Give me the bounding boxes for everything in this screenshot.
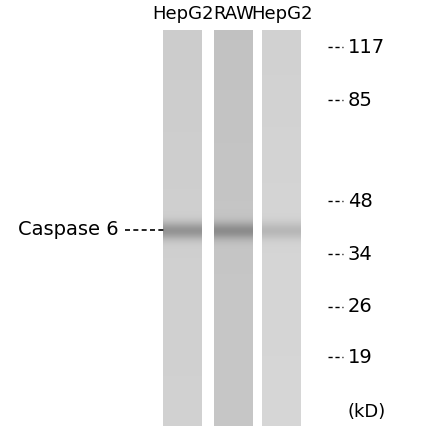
Text: 34: 34: [348, 244, 372, 264]
Text: HepG2: HepG2: [152, 5, 213, 23]
Text: RAW: RAW: [213, 5, 253, 23]
Text: 26: 26: [348, 297, 372, 316]
Text: 19: 19: [348, 348, 372, 367]
Text: HepG2: HepG2: [251, 5, 312, 23]
Text: 48: 48: [348, 192, 372, 211]
Text: 117: 117: [348, 38, 385, 57]
Text: (kD): (kD): [348, 404, 386, 422]
Text: 85: 85: [348, 90, 373, 109]
Text: Caspase 6: Caspase 6: [18, 220, 118, 239]
